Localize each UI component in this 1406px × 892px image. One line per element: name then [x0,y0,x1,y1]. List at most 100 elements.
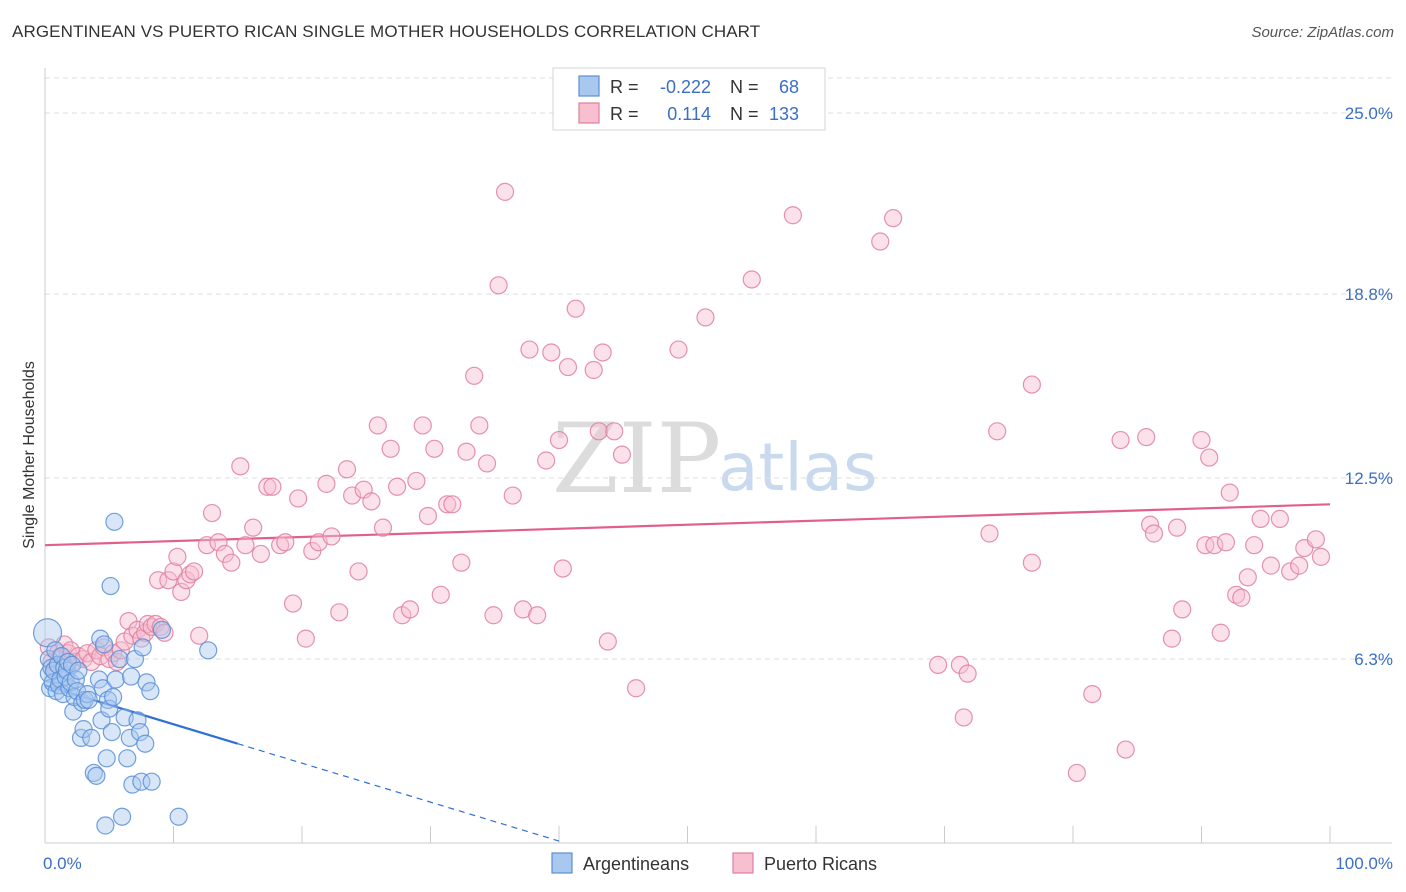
argentinean-point [121,667,141,686]
puerto-rican-point [387,477,407,496]
puerto-rican-point [317,474,336,493]
legend-swatch-puerto-ricans [578,102,600,124]
puerto-rican-point [470,416,489,435]
puerto-rican-point [322,527,341,546]
puerto-rican-point [283,594,303,613]
puerto-rican-point [368,416,387,435]
puerto-rican-point [362,492,381,511]
puerto-rican-point [457,442,476,461]
puerto-rican-point [1067,763,1086,783]
y-tick-label: 12.5% [1345,469,1393,488]
argentinean-point [112,807,132,826]
legend-r-label: R = [610,77,639,97]
puerto-rican-point [159,571,178,590]
puerto-rican-point [296,629,315,648]
puerto-rican-point [184,562,204,581]
puerto-rican-point [503,486,522,505]
puerto-rican-point [1111,430,1130,450]
puerto-rican-point [1238,568,1257,587]
puerto-rican-point [612,445,632,464]
axes [44,68,1392,844]
legend-r-value: -0.222 [660,77,711,97]
puerto-rican-point [337,460,357,479]
puerto-rican-point [1167,518,1187,537]
puerto-rican-point [558,357,578,377]
puerto-rican-point [537,451,556,470]
argentinean-point [110,649,129,669]
argentinean-point [130,722,150,742]
puerto-rican-point [1200,448,1219,467]
argentinean-point [137,673,156,692]
puerto-rican-point [197,536,217,555]
puerto-rican-point [1116,740,1135,759]
puerto-rican-point [452,553,471,572]
puerto-rican-point [1205,536,1224,555]
puerto-rican-point [289,489,308,508]
source-credit: Source: ZipAtlas.com [1251,24,1394,41]
puerto-rican-point [1281,562,1300,581]
puerto-rican-point [431,585,450,604]
puerto-rican-point [263,477,282,496]
argentinean-point [128,711,147,730]
puerto-rican-point [231,457,250,476]
puerto-rican-point [148,571,168,590]
puerto-rican-point [542,343,561,362]
puerto-rican-point [1290,556,1309,575]
puerto-rican-point [1311,547,1331,566]
legend-swatch-puerto-ricans [732,852,754,874]
argentinean-point [105,512,124,531]
puerto-rican-point [484,606,503,625]
legend-label-argentineans: Argentineans [583,854,689,874]
puerto-rican-point [1306,530,1325,549]
puerto-rican-point [669,340,688,359]
puerto-rican-point [400,600,420,619]
puerto-rican-point [82,652,101,672]
argentinean-point [169,807,188,826]
puerto-rican-point [988,422,1007,441]
puerto-rican-point [520,340,539,359]
puerto-rican-point [222,553,241,572]
puerto-rican-point [1211,623,1230,642]
x-tick-labels: 0.0% 100.0% [43,854,1393,873]
puerto-rican-point [425,439,444,458]
puerto-rican-point [107,652,127,672]
puerto-rican-point [1173,600,1192,619]
watermark-atlas: atlas [718,429,878,506]
argentinean-trend-line [44,684,239,745]
legend-n-value: 133 [769,104,799,124]
data-points [32,182,1331,835]
argentinean-trend-extension [237,743,560,842]
x-tick-label: 0.0% [43,854,82,873]
argentinean-point [141,682,160,701]
puerto-rican-point [236,536,255,555]
puerto-rican-point [626,679,646,698]
puerto-rican-point [1022,375,1041,394]
puerto-rican-point [381,439,400,458]
puerto-rican-point [1216,533,1236,552]
argentinean-point [132,772,151,791]
chart-title: ARGENTINEAN VS PUERTO RICAN SINGLE MOTHE… [12,22,761,41]
argentinean-point [152,620,172,639]
puerto-rican-point [413,416,432,435]
argentinean-point [133,638,152,657]
puerto-rican-point [373,518,393,537]
puerto-rican-point [1245,536,1264,555]
argentinean-point [104,687,123,707]
argentinean-point [142,772,161,791]
y-tick-label: 25.0% [1345,104,1393,123]
argentinean-point [106,670,125,689]
argentinean-point [87,766,106,785]
puerto-rican-point [1022,553,1041,572]
puerto-rican-point [593,343,612,362]
argentinean-point [136,734,155,753]
puerto-rican-point [883,209,903,228]
legend-n-label: N = [730,104,759,124]
legend-top: R = -0.222 N = 68 R = 0.114 N = 133 [552,67,826,131]
puerto-rican-point [343,486,362,505]
puerto-rican-point [1192,430,1211,450]
legend-label-puerto-ricans: Puerto Ricans [764,854,877,874]
argentinean-point [82,728,101,747]
argentinean-point [69,661,88,680]
legend-bottom: Argentineans Puerto Ricans [551,852,877,874]
